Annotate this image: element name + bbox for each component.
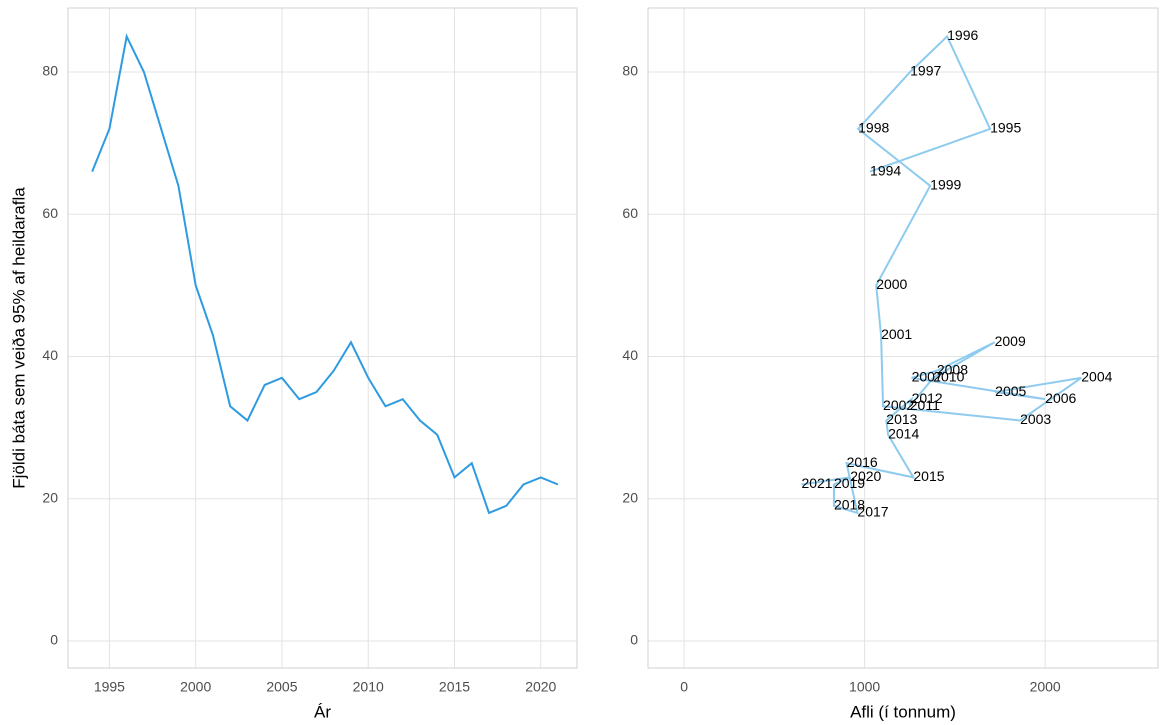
point-label: 2021	[801, 475, 832, 491]
point-label: 2005	[995, 383, 1026, 399]
point-label: 2009	[995, 333, 1026, 349]
y-tick-label: 80	[42, 63, 58, 79]
x-tick-label: 2015	[439, 679, 470, 695]
x-tick-label: 1000	[849, 679, 880, 695]
point-label: 1994	[870, 162, 901, 178]
point-label: 2013	[886, 411, 917, 427]
x-tick-label: 2005	[266, 679, 297, 695]
point-label: 2011	[910, 397, 940, 413]
point-label: 2001	[881, 326, 912, 342]
x-axis-label: Afli (í tonnum)	[850, 702, 956, 721]
x-axis-label: Ár	[314, 702, 331, 721]
x-tick-label: 2010	[353, 679, 384, 695]
y-tick-label: 80	[622, 63, 638, 79]
x-tick-label: 2000	[1030, 679, 1061, 695]
point-label: 1997	[910, 63, 941, 79]
point-label: 2002	[883, 397, 914, 413]
point-label: 2019	[834, 475, 865, 491]
point-label: 2017	[857, 504, 888, 520]
x-tick-label: 0	[680, 679, 688, 695]
panel-border	[647, 7, 1159, 669]
data-line	[91, 33, 559, 515]
y-tick-label: 0	[630, 632, 638, 648]
x-tick-label: 2020	[525, 679, 556, 695]
y-tick-label: 60	[42, 205, 58, 221]
y-tick-label: 0	[50, 632, 58, 648]
x-tick-label: 2000	[180, 679, 211, 695]
panel-border	[67, 7, 578, 669]
data-path	[801, 34, 1082, 515]
point-label: 2003	[1020, 411, 1051, 427]
point-label: 2000	[876, 276, 907, 292]
y-tick-label: 20	[42, 489, 58, 505]
point-label: 1996	[947, 27, 978, 43]
point-label: 2012	[912, 390, 943, 406]
point-label: 1999	[930, 177, 961, 193]
point-label: 2016	[847, 454, 878, 470]
point-label: 1995	[990, 120, 1021, 136]
y-tick-label: 40	[622, 347, 638, 363]
y-tick-label: 60	[622, 205, 638, 221]
y-tick-label: 40	[42, 347, 58, 363]
point-label: 2014	[888, 425, 919, 441]
y-tick-label: 20	[622, 489, 638, 505]
point-label: 2010	[933, 369, 964, 385]
point-label: 1998	[858, 120, 889, 136]
point-label: 2015	[913, 468, 944, 484]
point-label: 2006	[1045, 390, 1076, 406]
point-label: 2008	[937, 361, 968, 377]
point-label: 2004	[1081, 369, 1112, 385]
y-axis-label: Fjöldi báta sem veiða 95% af heildarafla	[9, 187, 28, 489]
point-label: 2018	[834, 497, 865, 513]
point-label: 2007	[912, 369, 943, 385]
point-label: 2020	[850, 468, 881, 484]
x-tick-label: 1995	[94, 679, 125, 695]
